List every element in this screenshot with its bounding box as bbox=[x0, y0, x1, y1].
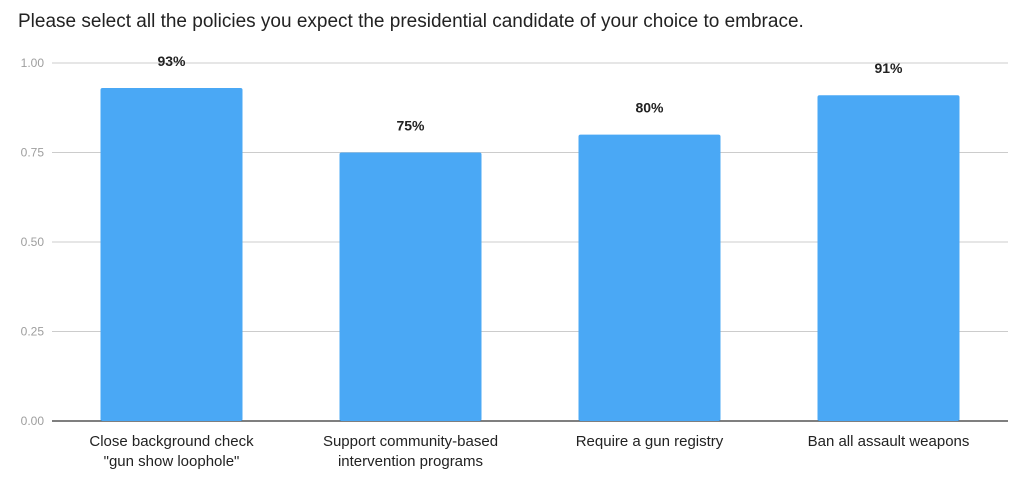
y-tick-label: 0.50 bbox=[21, 235, 45, 249]
x-tick-label: Support community-based bbox=[323, 433, 498, 450]
y-tick-label: 0.25 bbox=[21, 325, 45, 339]
chart-title: Please select all the policies you expec… bbox=[18, 11, 804, 32]
x-tick-label: Require a gun registry bbox=[576, 433, 724, 450]
data-label: 80% bbox=[635, 100, 664, 116]
y-tick-label: 0.75 bbox=[21, 146, 45, 160]
x-tick-label: intervention programs bbox=[338, 453, 483, 470]
bar bbox=[817, 95, 960, 421]
x-tick-label: Close background check bbox=[89, 433, 254, 450]
data-label: 75% bbox=[396, 118, 425, 134]
y-tick-label: 1.00 bbox=[21, 56, 45, 70]
bar bbox=[100, 88, 243, 421]
data-label: 91% bbox=[874, 60, 903, 76]
bar bbox=[578, 134, 721, 421]
y-tick-label: 0.00 bbox=[21, 414, 45, 428]
bar bbox=[339, 152, 482, 421]
data-label: 93% bbox=[157, 53, 186, 69]
x-tick-label: "gun show loophole" bbox=[104, 453, 240, 470]
x-tick-label: Ban all assault weapons bbox=[808, 433, 970, 450]
